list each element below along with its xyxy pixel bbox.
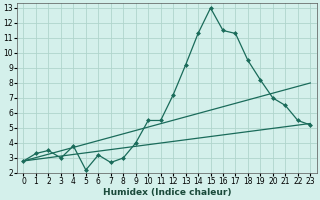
X-axis label: Humidex (Indice chaleur): Humidex (Indice chaleur) (103, 188, 231, 197)
